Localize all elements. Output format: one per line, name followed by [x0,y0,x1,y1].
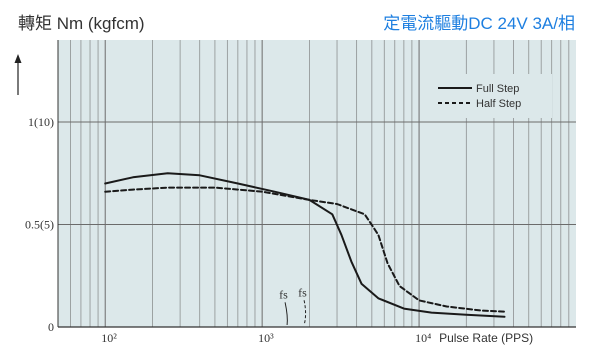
x-tick-label: 10⁴ [415,331,431,345]
legend-full-step-label: Full Step [476,83,519,95]
x-tick-label: 10² [101,331,117,345]
tick-labels: 0 0.5(5) 1(10) 10² 10³ 10⁴ Pulse Rate (PPS) [25,115,533,345]
fs-annotation: fs [298,285,307,299]
y-tick-label: 0.5(5) [25,218,54,232]
y-axis-title: 轉矩 Nm (kgfcm) [18,14,145,33]
drive-spec-title: 定電流驅動DC 24V 3A/相 [383,14,575,33]
axes [14,40,576,328]
y-tick-label: 1(10) [28,115,54,129]
series-layer [104,172,506,318]
legend-half-step-label: Half Step [476,98,521,110]
legend: Full Step Half Step [430,74,552,118]
fs-marker-line [284,302,288,326]
x-axis-title: Pulse Rate (PPS) [439,331,533,345]
up-arrow-icon [14,54,22,63]
y-tick-label: 0 [48,320,54,334]
minor-grid [57,40,570,327]
annotation-layer: fs fs [279,285,307,326]
fs-annotation: fs [279,287,288,301]
legend-box [430,74,552,118]
half-step-curve [104,186,506,313]
full-step-curve [104,172,506,318]
x-tick-label: 10³ [258,331,274,345]
fs-marker-line [303,300,307,326]
major-grid [58,121,576,225]
